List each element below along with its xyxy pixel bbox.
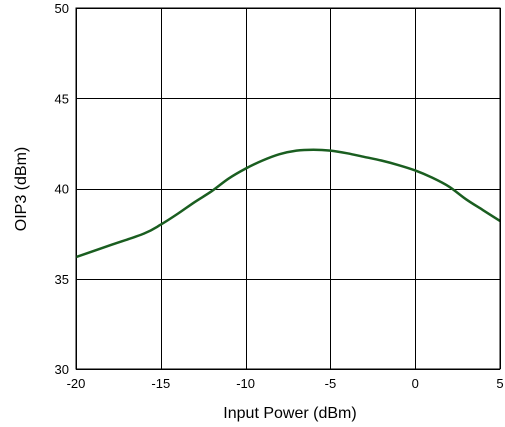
- series-layer: [75, 148, 501, 259]
- y-tick-label: 45: [55, 91, 69, 106]
- x-tick-label: -20: [67, 376, 86, 391]
- x-tick-label: 5: [496, 376, 503, 391]
- x-tick-label: -5: [325, 376, 337, 391]
- x-tick-label: -10: [236, 376, 255, 391]
- x-tick-labels: -20 -15 -10 -5 0 5: [67, 376, 504, 391]
- y-tick-label: 50: [55, 1, 69, 16]
- y-tick-label: 30: [55, 362, 69, 377]
- x-axis-label: Input Power (dBm): [223, 405, 356, 422]
- x-tick-label: 0: [412, 376, 419, 391]
- y-axis-label: OIP3 (dBm): [13, 147, 30, 231]
- x-tick-label: -15: [151, 376, 170, 391]
- plot-frame: [75, 7, 501, 370]
- y-tick-labels: 30 35 40 45 50: [55, 1, 69, 377]
- y-tick-label: 40: [55, 182, 69, 197]
- grid-lines: [76, 8, 501, 370]
- oip3-series-line: [75, 148, 501, 259]
- y-tick-label: 35: [55, 272, 69, 287]
